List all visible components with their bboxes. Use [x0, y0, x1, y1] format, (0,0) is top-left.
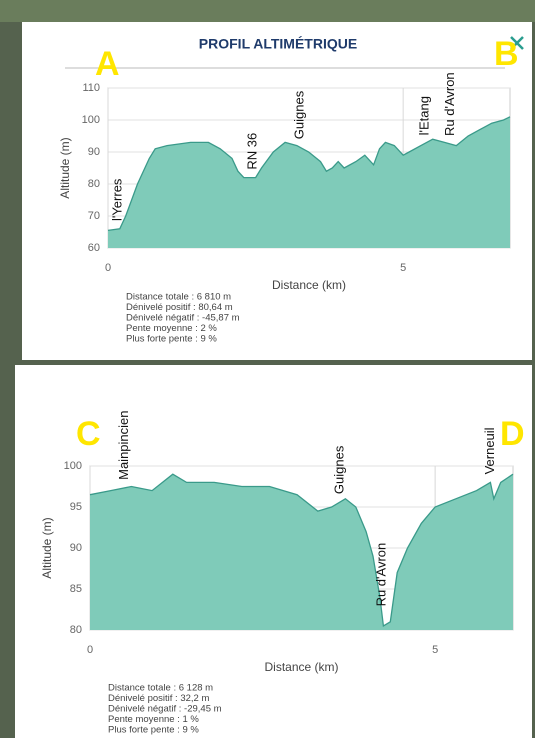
stat-line: Pente moyenne : 1 % — [108, 714, 199, 725]
annotation: Mainpincien — [116, 410, 131, 479]
y-tick-label: 100 — [64, 460, 82, 472]
profile-screenshot: PROFIL ALTIMÉTRIQUE A B C D 60 70 80 90 100 1… — [0, 0, 535, 738]
y-tick-label: 80 — [70, 624, 82, 636]
stat-line: Distance totale : 6 810 m — [126, 292, 231, 303]
y-tick-label: 90 — [88, 146, 100, 158]
marker-a: A — [95, 45, 120, 83]
map-strip — [0, 0, 535, 22]
x-tick-label: 0 — [105, 262, 111, 274]
annotation: Ru d'Avron — [373, 543, 388, 607]
annotation: Guignes — [331, 445, 346, 494]
marker-b: B — [494, 35, 519, 73]
stat-line: Plus forte pente : 9 % — [108, 725, 199, 736]
stat-line: Plus forte pente : 9 % — [126, 334, 217, 345]
y-tick-label: 90 — [70, 542, 82, 554]
x-axis-label: Distance (km) — [272, 278, 346, 292]
marker-c: C — [76, 415, 101, 453]
x-tick-label: 5 — [400, 262, 406, 274]
y-tick-label: 110 — [82, 82, 100, 94]
x-tick-label: 0 — [87, 644, 93, 656]
y-tick-label: 70 — [88, 210, 100, 222]
annotation: RN 36 — [245, 133, 260, 170]
x-axis-label: Distance (km) — [264, 660, 338, 674]
x-tick-label: 5 — [432, 644, 438, 656]
annotation: l'Etang — [416, 96, 431, 135]
y-tick-label: 85 — [70, 583, 82, 595]
stat-line: Pente moyenne : 2 % — [126, 323, 217, 334]
annotation: Guignes — [291, 90, 306, 139]
stat-line: Distance totale : 6 128 m — [108, 683, 213, 694]
y-axis-label: Altitude (m) — [40, 517, 54, 578]
stat-line: Dénivelé négatif : -29,45 m — [108, 704, 222, 715]
annotation: Ru d'Avron — [442, 72, 457, 136]
y-tick-label: 100 — [82, 114, 100, 126]
stat-line: Dénivelé positif : 32,2 m — [108, 693, 209, 704]
title: PROFIL ALTIMÉTRIQUE — [199, 36, 357, 52]
stat-line: Dénivelé négatif : -45,87 m — [126, 313, 240, 324]
marker-d: D — [500, 415, 525, 453]
annotation: l'Yerres — [109, 178, 124, 221]
y-tick-label: 60 — [88, 242, 100, 254]
stat-line: Dénivelé positif : 80,64 m — [126, 302, 233, 313]
annotation: Verneuil — [482, 427, 497, 474]
y-tick-label: 95 — [70, 501, 82, 513]
y-axis-label: Altitude (m) — [58, 137, 72, 198]
y-tick-label: 80 — [88, 178, 100, 190]
